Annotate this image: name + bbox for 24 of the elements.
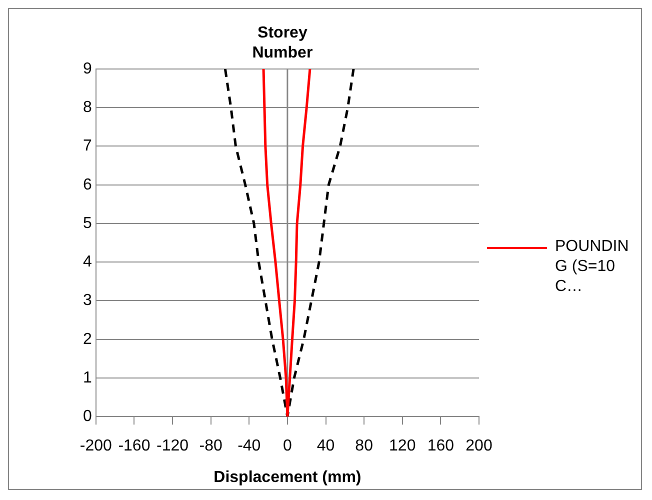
x-tick-label: 200 [466,438,492,455]
x-tick-label: -120 [156,438,189,455]
y-tick-label: 9 [82,60,92,78]
x-tick-label: 40 [316,438,335,455]
y-tick-label: 6 [82,176,92,194]
x-tick-label: 120 [389,438,416,455]
y-tick-label: 4 [82,254,92,271]
x-tick-label: -200 [80,438,112,455]
x-axis-title: Displacement (mm) [214,468,362,486]
y-tick-label: 7 [82,138,92,155]
x-tick-label: 0 [282,438,292,455]
x-tick-label: -160 [118,438,150,455]
x-tick-label: 80 [355,438,374,455]
y-tick-label: 1 [82,369,92,386]
y-tick-label: 2 [82,330,92,348]
y-axis-title: Storey Number [252,24,313,62]
legend-label: POUNDING (S=10C… [555,237,630,297]
x-tick-label: -40 [238,438,261,455]
y-tick-label: 0 [82,408,92,426]
y-tick-label: 8 [82,99,92,116]
y-tick-label: 3 [82,292,92,310]
x-tick-label: -80 [199,438,222,455]
y-tick-label: 5 [82,214,92,232]
x-tick-label: 160 [427,438,454,455]
